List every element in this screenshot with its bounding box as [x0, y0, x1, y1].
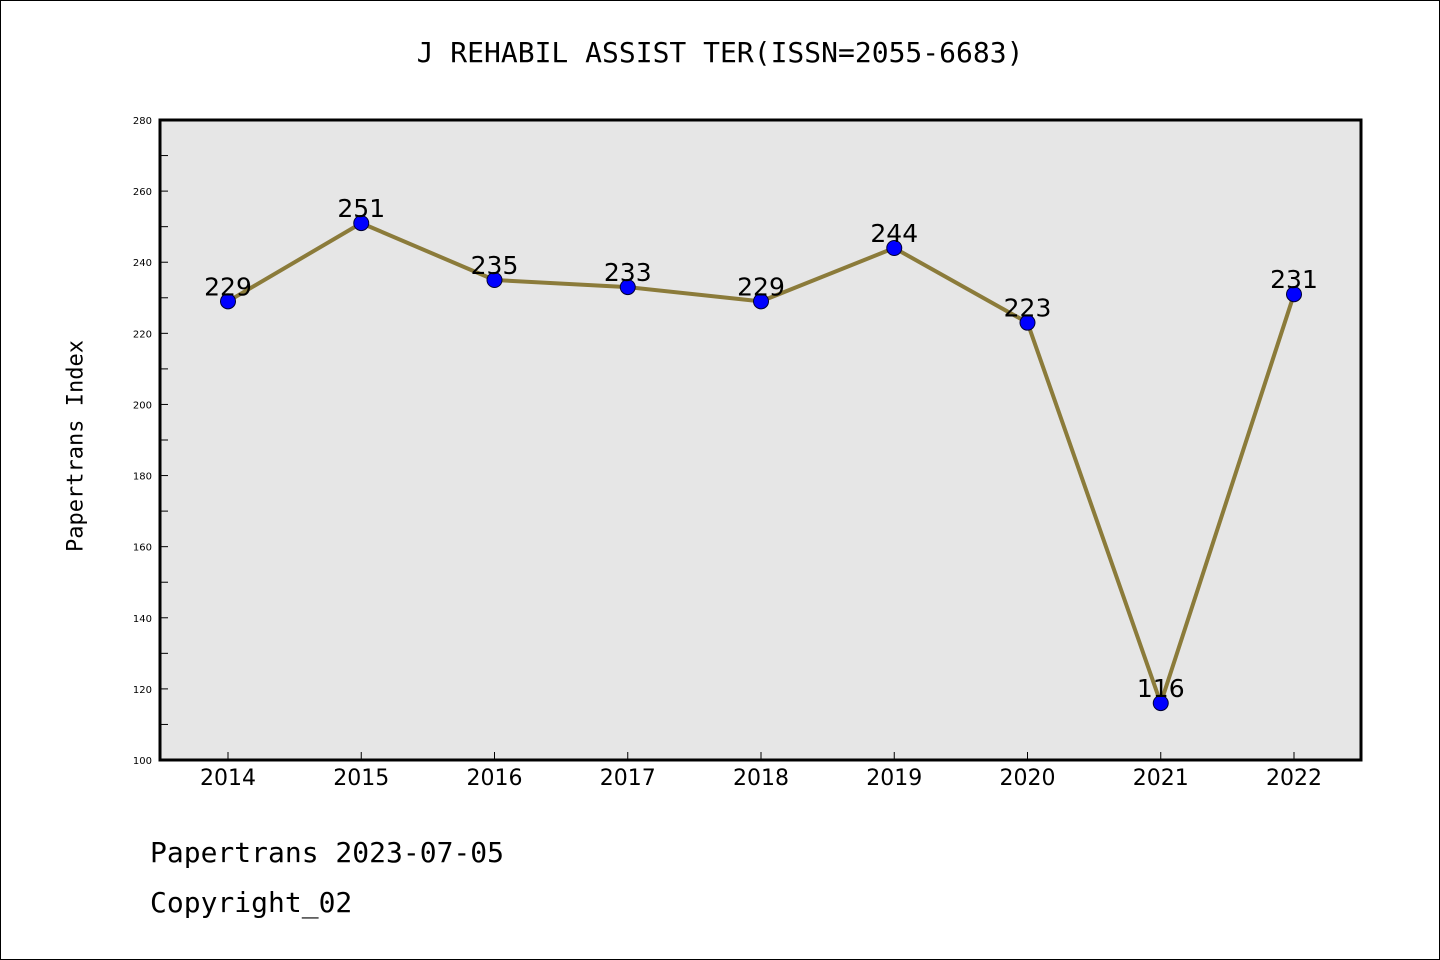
series-layer: 229 251 235 233 229 244 223 116 231	[204, 194, 1318, 712]
data-label: 229	[204, 272, 252, 301]
data-label: 229	[737, 272, 785, 301]
data-label: 251	[337, 194, 385, 223]
x-tick-label: 2018	[733, 766, 789, 791]
y-tick-label: 120	[133, 685, 152, 696]
data-point	[220, 293, 236, 310]
y-tick-label: 240	[133, 258, 152, 269]
x-tick-label: 2021	[1133, 766, 1189, 791]
x-tick-label: 2019	[866, 766, 922, 791]
data-point	[619, 279, 636, 296]
data-label: 235	[471, 251, 519, 280]
x-tick-label: 2015	[333, 766, 389, 791]
data-label: 233	[604, 258, 652, 287]
footer-copyright-line: Copyright_02	[150, 886, 353, 919]
footer-date-line: Papertrans 2023-07-05	[150, 836, 505, 869]
data-point	[1286, 286, 1302, 303]
data-point	[753, 293, 769, 310]
y-tick-label: 100	[133, 756, 152, 767]
data-point	[1152, 695, 1169, 712]
y-tick-label: 140	[133, 614, 152, 625]
y-tick-label: 180	[133, 472, 152, 483]
y-tick-label: 160	[133, 543, 152, 554]
x-tick-label: 2016	[467, 766, 523, 791]
data-label: 223	[1004, 294, 1052, 323]
y-tick-label: 220	[133, 329, 152, 340]
chart-title: J REHABIL ASSIST TER(ISSN=2055-6683)	[416, 36, 1024, 69]
data-point	[886, 240, 903, 256]
data-point	[486, 272, 503, 288]
y-tick-label: 260	[133, 187, 152, 198]
y-axis: 100 120 140 160 180 200 220 240 260 280	[133, 116, 168, 767]
data-label: 231	[1270, 265, 1318, 294]
data-label: 244	[870, 219, 918, 248]
data-point	[353, 215, 370, 232]
x-tick-label: 2014	[200, 766, 256, 791]
y-tick-label: 200	[133, 400, 152, 411]
x-tick-label: 2022	[1266, 766, 1322, 791]
data-label: 116	[1137, 674, 1185, 703]
data-point	[1019, 314, 1036, 331]
x-axis: 2014 2015 2016 2017 2018 2019 2020 2021 2022	[200, 752, 1322, 791]
x-tick-label: 2020	[1000, 766, 1056, 791]
y-tick-label: 280	[133, 116, 152, 127]
plot-border	[158, 118, 1363, 762]
x-tick-label: 2017	[600, 766, 656, 791]
